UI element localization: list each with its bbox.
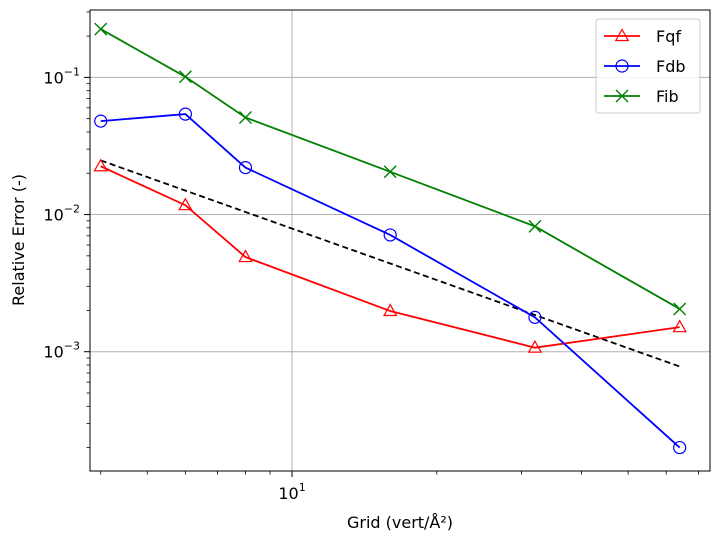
data-point-fdb [94, 114, 108, 128]
legend-marker-fib [615, 89, 629, 103]
data-point-fdb [528, 310, 542, 324]
legend-marker-fqf [614, 28, 630, 42]
data-point-fib [178, 70, 192, 84]
series-line-fdb [100, 113, 681, 449]
data-point-fqf [527, 339, 543, 353]
grid [90, 10, 710, 471]
data-point-fdb [238, 160, 253, 175]
series-line-fib [100, 28, 681, 310]
reference-line [100, 159, 680, 368]
data-point-fdb [383, 228, 397, 242]
data-point-fqf [382, 303, 398, 317]
legend-label-fqf: Fqf [656, 27, 681, 46]
axis-ticks: 101 10−1 10−2 10−3 [43, 11, 699, 503]
legend-box [595, 18, 701, 114]
series-line-fqf [100, 165, 680, 349]
y-tick-label: 10−3 [43, 340, 80, 362]
series-layer [93, 22, 687, 455]
legend-label-fib: Fib [656, 87, 679, 106]
data-point-fdb [178, 107, 192, 121]
data-point-fqf [178, 197, 193, 211]
data-point-fqf [672, 319, 687, 333]
x-axis-label: Grid (vert/Å²) [347, 513, 453, 532]
y-tick-label: 10−1 [43, 65, 80, 87]
data-point-fib [94, 22, 108, 36]
data-point-fdb [673, 440, 687, 455]
x-tick-label: 101 [278, 481, 305, 503]
legend-label-fdb: Fdb [656, 57, 686, 76]
legend-marker-fdb [615, 59, 629, 73]
legend: Fqf Fdb Fib [595, 18, 701, 114]
data-point-fqf [93, 158, 108, 172]
y-axis-label: Relative Error (-) [9, 174, 28, 306]
data-point-fib [673, 302, 687, 316]
y-tick-label: 10−2 [43, 203, 80, 225]
data-point-fib [383, 165, 397, 179]
data-point-fib [238, 111, 252, 124]
plot-frame [89, 9, 711, 472]
data-point-fib [528, 219, 542, 233]
data-point-fqf [238, 249, 253, 263]
